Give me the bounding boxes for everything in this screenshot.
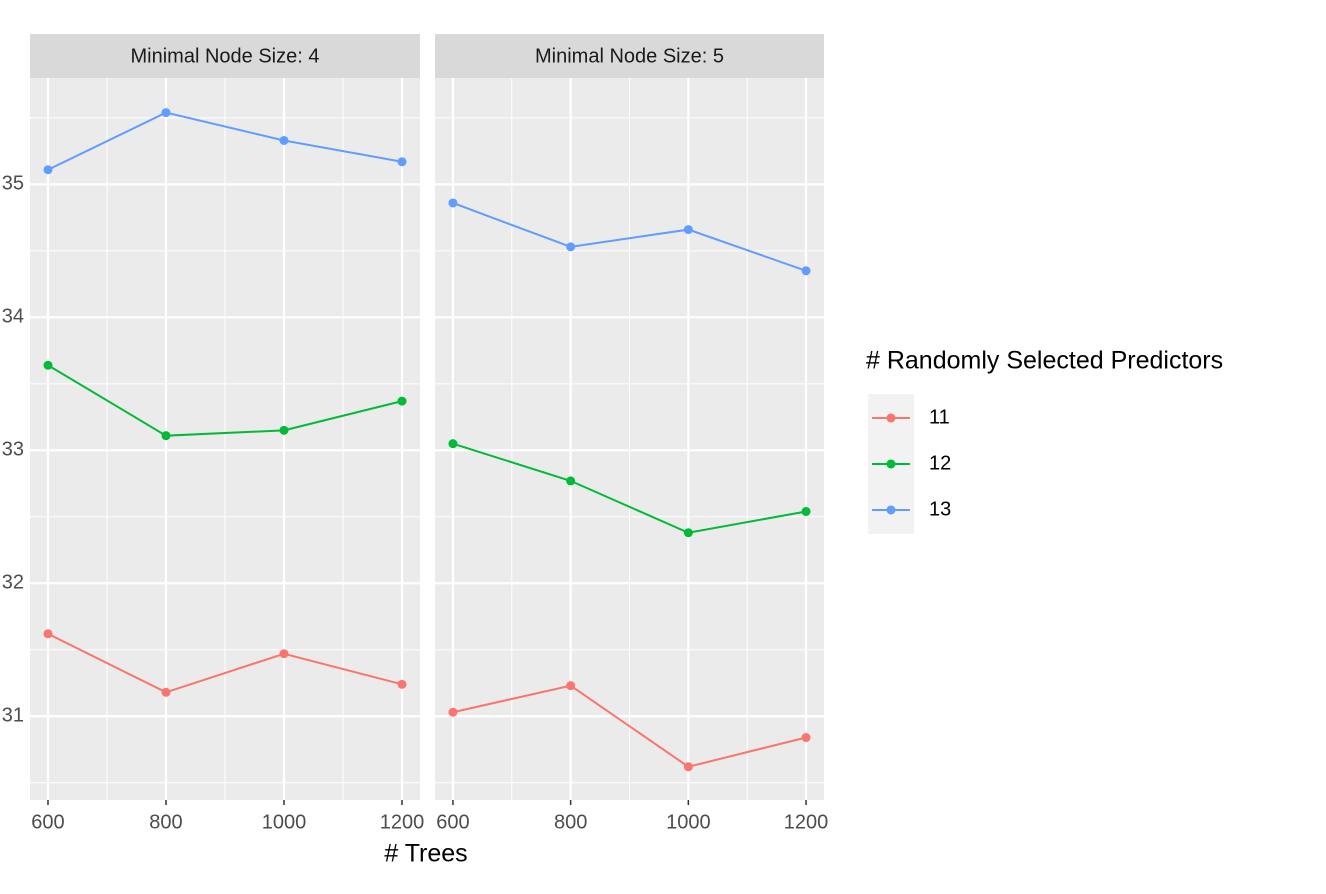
legend-key-point (886, 459, 896, 469)
point (397, 157, 407, 167)
x-tick-label: 1000 (262, 811, 307, 833)
series-line (452, 684, 807, 768)
legend-label: 11 (929, 406, 950, 428)
point (448, 439, 458, 449)
point (43, 165, 53, 175)
point (43, 629, 53, 639)
strip-background (30, 34, 420, 78)
x-tick-label: 1200 (784, 811, 829, 833)
point (566, 681, 576, 691)
x-tick-label: 800 (554, 811, 587, 833)
series-line (47, 632, 403, 694)
y-tick-label: 34 (2, 306, 24, 328)
legend-key-point (886, 413, 896, 423)
legend-label: 12 (929, 452, 951, 474)
point (43, 360, 53, 370)
strip-background (435, 34, 824, 78)
series-line (47, 364, 403, 437)
y-tick-label: 31 (2, 705, 24, 727)
point (683, 762, 693, 772)
x-tick-label: 800 (149, 811, 182, 833)
legend-label: 13 (929, 498, 951, 520)
point (397, 396, 407, 406)
point (279, 649, 289, 659)
point (683, 528, 693, 538)
legend-title: # Randomly Selected Predictors (866, 347, 1223, 375)
point (801, 266, 811, 276)
point (161, 431, 171, 441)
series-line (452, 442, 807, 534)
x-tick-label: 600 (436, 811, 469, 833)
point (683, 225, 693, 235)
point (801, 506, 811, 516)
point (161, 687, 171, 697)
point (566, 476, 576, 486)
strip-label: Minimal Node Size: 5 (535, 45, 724, 67)
x-tick-label: 600 (31, 811, 64, 833)
series-line (47, 111, 403, 171)
point (566, 242, 576, 252)
x-tick-label: 1000 (666, 811, 711, 833)
x-tick-label: 1200 (380, 811, 425, 833)
x-axis-title: # Trees (384, 840, 467, 868)
point (448, 707, 458, 717)
point (279, 135, 289, 145)
legend-key-point (886, 505, 896, 515)
y-tick-label: 32 (2, 572, 24, 594)
point (279, 425, 289, 435)
point (397, 679, 407, 689)
point (161, 108, 171, 118)
series-line (452, 202, 807, 272)
strip-label: Minimal Node Size: 4 (131, 45, 320, 67)
point (801, 733, 811, 743)
y-tick-label: 35 (2, 173, 24, 195)
y-tick-label: 33 (2, 439, 24, 461)
point (448, 198, 458, 208)
